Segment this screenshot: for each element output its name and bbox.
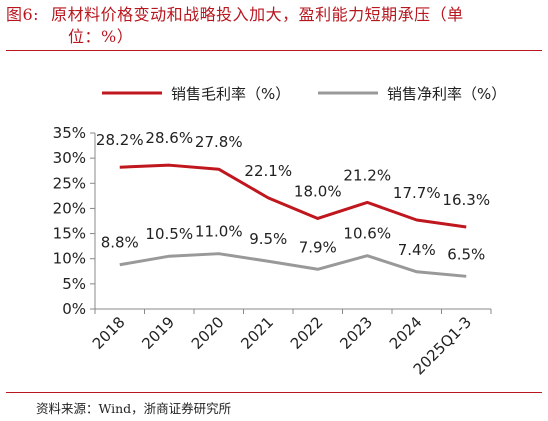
y-tick-label: 15% bbox=[53, 225, 86, 243]
data-label: 21.2% bbox=[343, 166, 391, 184]
series-line-gross-margin bbox=[119, 163, 467, 229]
figure-number: 图6: bbox=[6, 5, 40, 24]
data-label: 10.5% bbox=[145, 225, 193, 243]
x-tick-label: 2023 bbox=[336, 313, 376, 353]
y-tick-label: 35% bbox=[53, 124, 86, 142]
y-tick-label: 10% bbox=[53, 250, 86, 268]
data-label: 27.8% bbox=[195, 133, 243, 151]
figure-title: 图6: 原材料价格变动和战略投入加大，盈利能力短期承压（单 位：%） bbox=[6, 4, 542, 48]
data-label: 8.8% bbox=[101, 234, 139, 252]
y-tick-label: 0% bbox=[62, 300, 86, 318]
data-label: 7.9% bbox=[299, 238, 337, 256]
y-tick-label: 30% bbox=[53, 149, 86, 167]
data-label: 11.0% bbox=[195, 223, 243, 241]
data-label: 28.2% bbox=[96, 131, 144, 149]
data-label: 22.1% bbox=[244, 162, 292, 180]
figure-title-line1: 原材料价格变动和战略投入加大，盈利能力短期承压（单 bbox=[51, 5, 464, 24]
data-label: 18.0% bbox=[294, 182, 342, 200]
y-tick-label: 5% bbox=[62, 275, 86, 293]
footer-divider bbox=[6, 392, 542, 393]
data-label: 16.3% bbox=[442, 191, 490, 209]
y-tick-label: 20% bbox=[53, 199, 86, 217]
x-tick-label: 2018 bbox=[89, 313, 129, 353]
data-label: 17.7% bbox=[393, 184, 441, 202]
legend-label-net-margin: 销售净利率（%） bbox=[387, 85, 506, 103]
line-chart: 销售毛利率（%） 销售净利率（%） 0% 5% 10% 15% 20% 25% 30% 35%… bbox=[53, 85, 507, 378]
x-tick-label: 2022 bbox=[287, 313, 327, 353]
series-group: 28.2% 28.6% 27.8%22.1%18.0%21.2%17.7% 16.3%… bbox=[96, 129, 490, 278]
title-divider bbox=[6, 50, 542, 51]
data-label: 10.6% bbox=[343, 225, 391, 243]
x-tick-label: 2024 bbox=[386, 313, 426, 353]
data-label: 9.5% bbox=[249, 230, 287, 248]
data-label: 28.6% bbox=[145, 129, 193, 147]
y-axis: 0% 5% 10% 15% 20% 25% 30% 35% bbox=[53, 124, 96, 318]
data-label: 6.5% bbox=[447, 245, 485, 263]
x-tick-label: 2021 bbox=[237, 313, 277, 353]
series-line-net-margin bbox=[119, 252, 467, 278]
x-tick-label: 2019 bbox=[138, 313, 178, 353]
source-note: 资料来源：Wind，浙商证券研究所 bbox=[36, 401, 232, 416]
data-label: 7.4% bbox=[398, 241, 436, 259]
y-tick-label: 25% bbox=[53, 174, 86, 192]
legend-label-gross-margin: 销售毛利率（%） bbox=[171, 85, 290, 103]
figure-title-line2: 位：%） bbox=[68, 27, 134, 46]
x-tick-label: 2020 bbox=[188, 313, 228, 353]
legend: 销售毛利率（%） 销售净利率（%） bbox=[102, 85, 506, 103]
